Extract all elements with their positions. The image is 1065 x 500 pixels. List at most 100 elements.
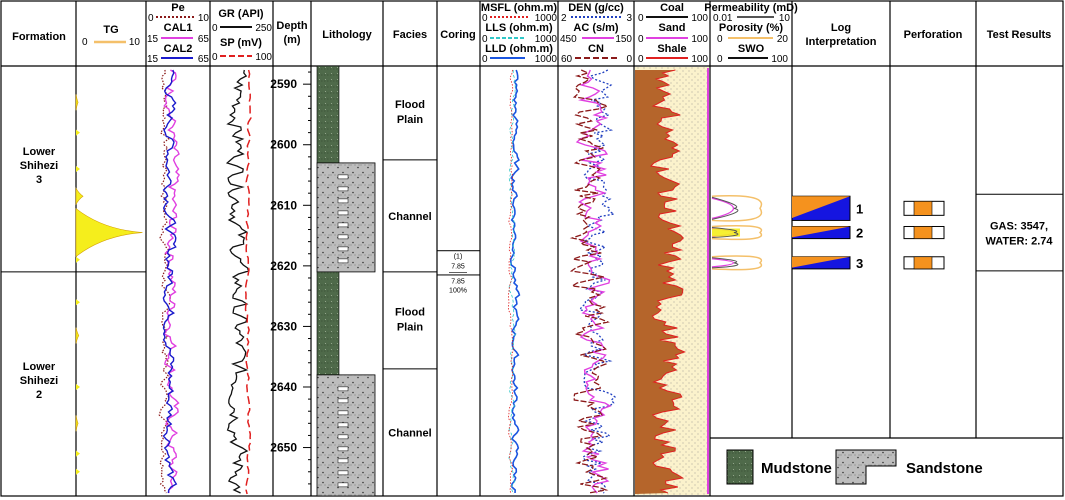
header-lld: LLD (ohm.m): [485, 43, 553, 55]
lls-max: 1000: [535, 34, 558, 45]
cal2-max: 65: [198, 54, 210, 65]
perforation-track: [903, 200, 945, 270]
perm-fill: [712, 228, 740, 237]
header-coring: Coring: [440, 29, 475, 41]
sand-max: 100: [691, 34, 708, 45]
legend-mudstone-swatch: [726, 449, 754, 485]
header-group: Formation TG 0 10 Pe 0 10 CAL1 15 65 CAL…: [12, 2, 1051, 65]
por-max: 20: [777, 34, 789, 45]
header-swo: SWO: [738, 43, 765, 55]
formation-label-line3: 3: [36, 174, 42, 186]
tg-minor-peak: [76, 165, 80, 172]
lithology-notch: [337, 234, 349, 240]
header-ac: AC (s/m): [573, 22, 619, 34]
header-coal: Coal: [660, 2, 684, 14]
facies-track: Flood Plain Channel Flood Plain Channel: [383, 99, 437, 439]
interp-zone-label: 3: [856, 256, 863, 271]
perm-min: 0.01: [713, 13, 733, 24]
perf-interval: [913, 256, 933, 270]
lithology-notch: [337, 446, 349, 452]
caliper-track: [158, 69, 180, 494]
lithology-notch: [337, 174, 349, 180]
lithology-notch: [337, 258, 349, 264]
tg-minor-peak: [76, 450, 80, 457]
header-interp-1: Log: [831, 22, 851, 34]
tg-peak: [75, 207, 143, 258]
interp-gas-wedge: [792, 256, 850, 268]
tg-peak: [75, 187, 84, 206]
lithology-notch: [337, 186, 349, 192]
coal-max: 100: [691, 13, 708, 24]
header-den: DEN (g/cc): [568, 2, 624, 14]
cal1-curve: [163, 69, 180, 494]
header-test: Test Results: [987, 29, 1052, 41]
header-sp: SP (mV): [220, 37, 262, 49]
depth-tick-label: 2630: [270, 319, 297, 333]
test-result-line2: WATER: 2.74: [985, 236, 1053, 248]
sand-min: 0: [638, 34, 644, 45]
header-perm: Permeability (mD): [704, 2, 798, 14]
porosity-logs-track: [569, 69, 617, 494]
ac-curve: [575, 69, 612, 494]
header-lithology: Lithology: [322, 29, 372, 41]
interp-gas-wedge: [792, 196, 850, 219]
perm-curve: [711, 196, 739, 220]
depth-track: 2590 2600 2610 2620 2630 2640 2650: [270, 71, 311, 485]
lithology-track: [316, 65, 376, 497]
lithology-notch: [337, 458, 349, 464]
tg-minor-peak: [76, 383, 80, 390]
lithology-notch: [337, 434, 349, 440]
gr-sp-track: [225, 69, 252, 495]
coring-box: [436, 250, 481, 276]
legend-sandstone-label: Sandstone: [906, 460, 983, 477]
facies-label: Flood: [395, 306, 425, 318]
header-sand: Sand: [659, 22, 686, 34]
header-cn: CN: [588, 43, 604, 55]
tg-min: 0: [82, 37, 88, 48]
gr-min: 0: [212, 23, 218, 34]
lld-min: 0: [482, 54, 488, 65]
coring-text: (1): [454, 254, 463, 261]
pe-max: 10: [198, 13, 210, 24]
formation-label-line1: Lower: [23, 361, 56, 373]
cal2-curve: [162, 69, 178, 494]
test-result-line1: GAS: 3547,: [990, 221, 1048, 233]
test-results-track: GAS: 3547, WATER: 2.74: [976, 193, 1063, 272]
den-max: 3: [626, 13, 632, 24]
por-min: 0: [717, 34, 723, 45]
header-shale: Shale: [657, 43, 686, 55]
formation-label-line2: Shihezi: [20, 375, 59, 387]
header-msfl: MSFL (ohm.m): [481, 2, 558, 14]
perm-curve: [711, 226, 739, 239]
lithology-sandstone: [316, 162, 376, 273]
header-cal2: CAL2: [164, 43, 193, 55]
header-lls: LLS (ohm.m): [485, 22, 553, 34]
porosity-curve: [711, 255, 763, 271]
swo-curve: [711, 258, 735, 268]
lithology-notch: [337, 410, 349, 416]
tg-minor-peak: [76, 256, 80, 263]
depth-tick-label: 2590: [270, 77, 297, 91]
composition-track: [635, 67, 709, 495]
header-perforation: Perforation: [904, 29, 963, 41]
cn-max: 0: [626, 54, 632, 65]
facies-label: Channel: [388, 427, 431, 439]
facies-label: Plain: [397, 321, 424, 333]
lithology-mudstone: [316, 271, 340, 376]
header-interp-2: Interpretation: [806, 36, 877, 48]
gr-curve: [225, 69, 250, 494]
formation-label-line1: Lower: [23, 146, 56, 158]
coal-min: 0: [638, 13, 644, 24]
header-depth-2: (m): [283, 34, 300, 46]
depth-tick-label: 2640: [270, 380, 297, 394]
cal1-max: 65: [198, 34, 210, 45]
cal1-min: 15: [147, 34, 159, 45]
sp-max: 100: [255, 52, 272, 63]
perm-porosity-track: [711, 195, 763, 271]
lithology-mudstone: [316, 65, 340, 164]
ac-max: 150: [615, 34, 632, 45]
depth-tick-label: 2620: [270, 259, 297, 273]
lithology-notch: [337, 422, 349, 428]
